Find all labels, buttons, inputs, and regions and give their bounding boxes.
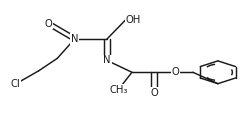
Text: N: N [103, 55, 111, 65]
Text: O: O [150, 88, 158, 98]
Text: CH₃: CH₃ [109, 85, 127, 95]
Text: Cl: Cl [10, 79, 20, 89]
Text: O: O [45, 19, 53, 29]
Text: N: N [71, 34, 78, 44]
Text: O: O [172, 67, 180, 77]
Text: OH: OH [126, 15, 141, 25]
